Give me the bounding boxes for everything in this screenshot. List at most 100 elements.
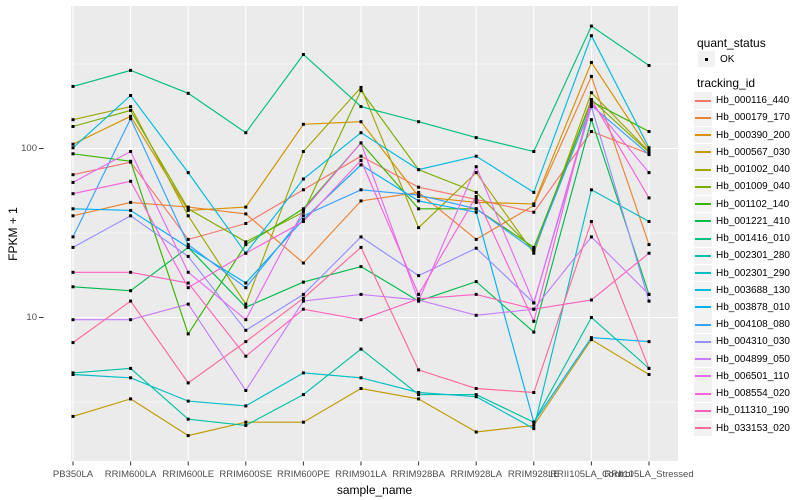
data-point: [129, 114, 133, 118]
data-point: [647, 373, 651, 376]
data-point: [532, 245, 536, 249]
data-point: [647, 196, 651, 200]
data-point: [647, 171, 651, 175]
data-point: [129, 299, 133, 303]
data-point: [474, 237, 478, 241]
data-point: [301, 420, 305, 424]
data-point: [474, 197, 478, 201]
y-tick-label-10: 10: [26, 312, 37, 323]
legend-item-label-Hb_008554_020: Hb_008554_020: [716, 388, 790, 400]
legend-item-label-Hb_000116_440: Hb_000116_440: [716, 95, 790, 107]
data-point: [301, 261, 305, 265]
line-swatch-icon: [695, 99, 711, 102]
data-point: [301, 188, 305, 192]
legend-key-Hb_033153_020: [694, 419, 712, 437]
data-point: [589, 220, 593, 223]
legend-key-Hb_000116_440: [694, 92, 712, 109]
legend-item-label-Hb_000179_170: Hb_000179_170: [716, 112, 790, 124]
data-point: [417, 391, 421, 394]
data-point: [532, 391, 536, 394]
data-point: [647, 130, 651, 133]
data-point: [647, 340, 651, 344]
data-point: [244, 131, 248, 135]
data-point: [359, 188, 363, 192]
data-point: [532, 190, 536, 194]
line-swatch-icon: [695, 220, 711, 223]
data-point: [244, 404, 248, 408]
line-swatch-icon: [695, 168, 711, 171]
legend-item-label-Hb_003878_010: Hb_003878_010: [716, 301, 790, 313]
legend-key-Hb_001009_040: [694, 178, 712, 196]
legend-key-Hb_000179_170: [694, 109, 712, 127]
legend-key-Hb_006501_110: [694, 368, 712, 385]
x-axis-title: sample_name: [336, 483, 413, 497]
data-point: [474, 246, 478, 250]
data-point: [129, 159, 133, 163]
data-point: [417, 168, 421, 172]
data-point: [301, 210, 305, 214]
legend-item-label-Hb_001002_040: Hb_001002_040: [716, 164, 790, 176]
data-point: [417, 297, 421, 301]
data-point: [359, 292, 363, 296]
line-swatch-icon: [695, 427, 711, 430]
data-point: [71, 245, 75, 249]
data-point: [129, 270, 133, 274]
data-point: [129, 94, 133, 97]
data-point: [474, 387, 478, 390]
data-point: [186, 243, 190, 247]
data-point: [186, 91, 190, 95]
data-point: [474, 393, 478, 397]
data-point: [244, 328, 248, 332]
data-point: [71, 142, 75, 146]
data-point: [359, 105, 363, 109]
data-point: [301, 208, 305, 212]
legend-item-label-Hb_011310_190: Hb_011310_190: [716, 405, 790, 417]
data-point: [474, 200, 478, 204]
legend-key-Hb_000390_200: [694, 126, 712, 144]
data-point: [129, 289, 133, 293]
data-point: [129, 318, 133, 322]
data-point: [417, 299, 421, 303]
data-point: [186, 254, 190, 258]
data-point: [129, 214, 133, 218]
legend-item-ok-label: OK: [720, 54, 735, 65]
data-point: [186, 208, 190, 212]
data-point: [532, 251, 536, 255]
data-point: [129, 376, 133, 380]
data-point: [532, 150, 536, 153]
data-point: [589, 336, 593, 340]
legend-item-label-Hb_004899_050: Hb_004899_050: [716, 353, 790, 365]
x-tick-label-RRII105LA_Control: RRII105LA_Control: [550, 469, 633, 480]
data-point: [301, 177, 305, 181]
data-point: [532, 248, 536, 252]
data-point: [417, 397, 421, 401]
data-point: [532, 210, 536, 214]
data-point: [647, 153, 651, 157]
data-point: [244, 281, 248, 285]
data-point: [417, 393, 421, 397]
data-point: [359, 199, 363, 203]
line-swatch-icon: [695, 237, 711, 240]
data-point: [589, 101, 593, 105]
y-tick-label-100: 100: [21, 143, 37, 154]
data-point: [589, 74, 593, 78]
line-swatch-icon: [695, 185, 711, 188]
data-point: [71, 214, 75, 218]
data-point: [244, 212, 248, 216]
data-point: [589, 98, 593, 101]
legend-title-tracking-id: tracking_id: [697, 76, 756, 90]
data-point: [589, 188, 593, 192]
data-point: [71, 371, 75, 375]
line-swatch-icon: [695, 151, 711, 154]
line-swatch-icon: [695, 134, 711, 137]
data-point: [417, 120, 421, 124]
x-tick-label-RRIM928LE: RRIM928LE: [507, 469, 560, 480]
data-point: [532, 204, 536, 207]
legend-key-Hb_011310_190: [694, 402, 712, 420]
legend-key-Hb_004310_030: [694, 333, 712, 351]
data-point: [301, 299, 305, 303]
line-swatch-icon: [695, 254, 711, 257]
data-point: [589, 34, 593, 38]
data-point: [186, 302, 190, 306]
